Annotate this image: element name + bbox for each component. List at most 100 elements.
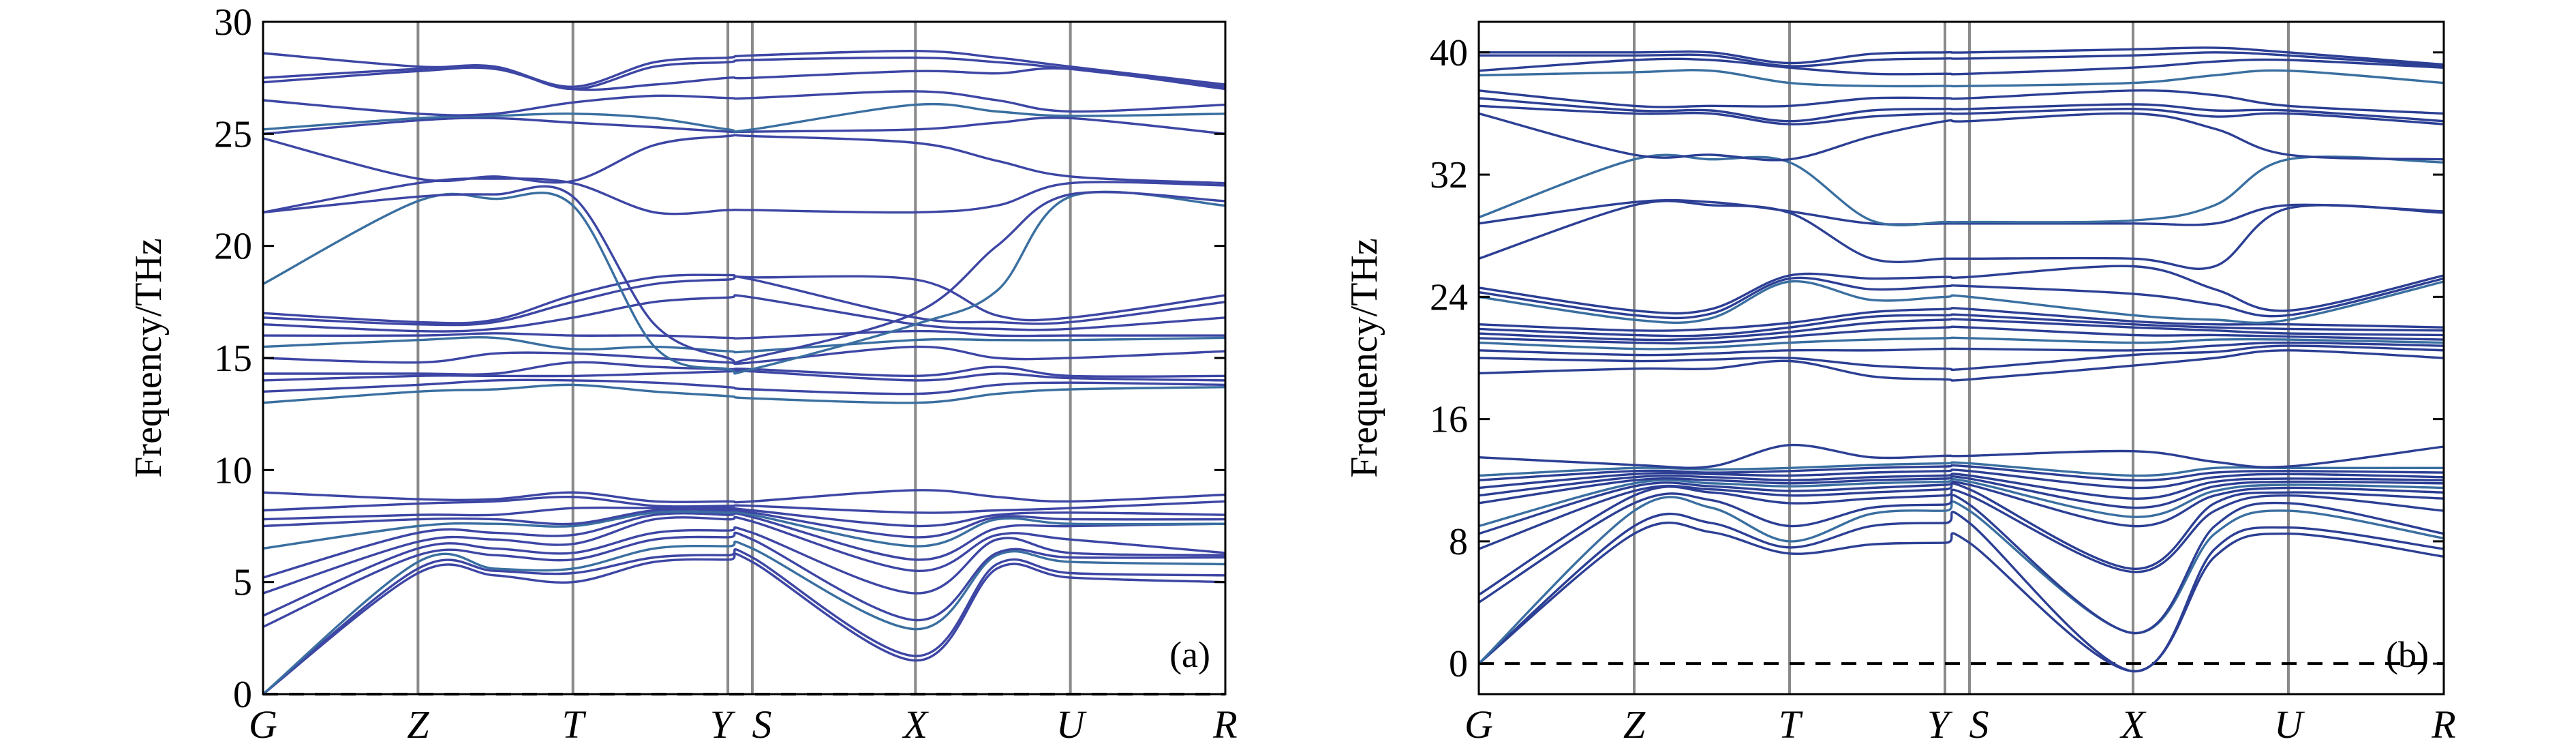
band-line-b-33 xyxy=(1478,69,2444,88)
band-line-a-32 xyxy=(262,49,1226,89)
band-line-b-20 xyxy=(1478,318,2444,342)
band-line-a-27 xyxy=(262,116,1226,135)
band-line-b-30 xyxy=(1478,104,2444,125)
band-line-a-9 xyxy=(262,508,1226,539)
band-line-a-16 xyxy=(262,361,1226,378)
y-tick-label: 5 xyxy=(233,562,252,604)
band-line-b-9 xyxy=(1478,475,2444,509)
x-tick-label-u: U xyxy=(1056,702,1088,747)
band-line-b-11 xyxy=(1478,468,2444,490)
band-line-b-19 xyxy=(1478,325,2444,345)
y-tick-label: 24 xyxy=(1430,276,1468,318)
band-line-a-3 xyxy=(262,540,1226,695)
band-line-a-30 xyxy=(262,66,1226,91)
plot-frame-b xyxy=(1477,20,2445,695)
band-line-a-1 xyxy=(262,552,1226,695)
y-tick-label: 40 xyxy=(1430,32,1468,74)
band-line-b-36 xyxy=(1479,46,2444,66)
x-tick-label-t: T xyxy=(1779,702,1803,747)
y-tick-label: 32 xyxy=(1430,154,1468,196)
band-line-a-28 xyxy=(262,102,1226,133)
band-line-b-25 xyxy=(1478,265,2444,315)
y-tick-label: 30 xyxy=(214,1,252,44)
band-line-a-20 xyxy=(262,294,1226,333)
band-line-b-31 xyxy=(1478,97,2444,123)
x-tick-label-s: S xyxy=(752,702,771,747)
band-line-b-12 xyxy=(1478,464,2444,482)
band-line-b-10 xyxy=(1478,473,2444,500)
band-line-b-26 xyxy=(1478,199,2444,270)
band-line-a-2 xyxy=(262,548,1226,695)
x-tick-label-r: R xyxy=(1212,702,1237,747)
band-line-a-13 xyxy=(262,383,1226,404)
band-line-a-19 xyxy=(262,329,1225,340)
band-line-b-16 xyxy=(1478,344,2444,372)
x-tick-label-g: G xyxy=(1465,702,1493,747)
band-line-b-22 xyxy=(1478,307,2444,332)
band-line-b-21 xyxy=(1478,313,2444,338)
band-line-a-8 xyxy=(262,510,1226,550)
band-line-b-8 xyxy=(1478,477,2444,528)
x-tick-label-s: S xyxy=(1969,702,1989,747)
band-line-b-18 xyxy=(1478,336,2444,350)
band-line-b-24 xyxy=(1478,276,2444,320)
band-line-a-7 xyxy=(262,511,1226,579)
band-line-b-7 xyxy=(1478,480,2444,535)
phonon-bands-b xyxy=(1477,46,2444,673)
band-line-b-27 xyxy=(1478,198,2444,226)
x-tick-label-u: U xyxy=(2274,702,2305,747)
band-line-b-1 xyxy=(1477,522,2444,673)
x-tick-label-y: Y xyxy=(1927,702,1953,747)
panel-label-a: (a) xyxy=(1169,634,1210,675)
band-line-a-24 xyxy=(262,185,1226,364)
band-line-b-23 xyxy=(1478,280,2444,325)
band-line-b-14 xyxy=(1478,443,2444,469)
y-tick-label: 10 xyxy=(214,449,252,492)
band-line-a-14 xyxy=(262,378,1226,395)
band-line-b-4 xyxy=(1478,492,2444,635)
band-line-a-6 xyxy=(262,515,1226,595)
band-line-a-26 xyxy=(262,134,1226,185)
y-tick-label: 0 xyxy=(1449,643,1468,685)
band-line-a-18 xyxy=(262,335,1226,354)
phonon-bands-a xyxy=(262,49,1226,695)
x-tick-label-z: Z xyxy=(1623,702,1646,747)
y-tick-label: 20 xyxy=(214,226,252,268)
y-tick-label: 16 xyxy=(1430,399,1468,441)
x-tick-label-y: Y xyxy=(710,702,736,747)
panel-label-b: (b) xyxy=(2386,634,2429,675)
band-line-a-12 xyxy=(262,489,1226,504)
x-tick-label-t: T xyxy=(562,702,587,747)
x-tick-label-g: G xyxy=(249,702,277,747)
band-line-a-5 xyxy=(262,526,1226,617)
band-line-a-22 xyxy=(262,273,1226,325)
band-line-b-6 xyxy=(1478,482,2444,570)
band-line-a-21 xyxy=(262,275,1226,327)
y-axis-label-b: Frequency/THz xyxy=(1343,238,1385,477)
y-ticks-a: 0 5 10 15 20 25 30 xyxy=(214,1,1225,716)
x-tick-label-z: Z xyxy=(407,702,429,747)
y-tick-label: 0 xyxy=(233,674,252,716)
y-axis-label-a: Frequency/THz xyxy=(127,238,170,477)
band-line-b-3 xyxy=(1477,496,2444,665)
y-tick-label: 15 xyxy=(214,338,252,380)
band-line-b-17 xyxy=(1478,341,2444,357)
y-tick-label: 8 xyxy=(1449,521,1468,563)
band-line-a-4 xyxy=(262,531,1226,628)
band-line-b-34 xyxy=(1478,57,2444,76)
band-line-b-2 xyxy=(1477,511,2444,673)
band-line-a-29 xyxy=(262,90,1226,117)
y-ticks-b: 0 8 16 24 32 40 xyxy=(1430,32,2444,685)
y-tick-label: 25 xyxy=(214,113,252,155)
x-tick-label-x: X xyxy=(902,702,930,747)
band-line-b-35 xyxy=(1479,51,2444,68)
band-line-a-11 xyxy=(262,495,1226,514)
x-tick-label-r: R xyxy=(2431,702,2455,747)
band-line-b-29 xyxy=(1478,112,2444,162)
x-tick-label-x: X xyxy=(2119,702,2147,747)
